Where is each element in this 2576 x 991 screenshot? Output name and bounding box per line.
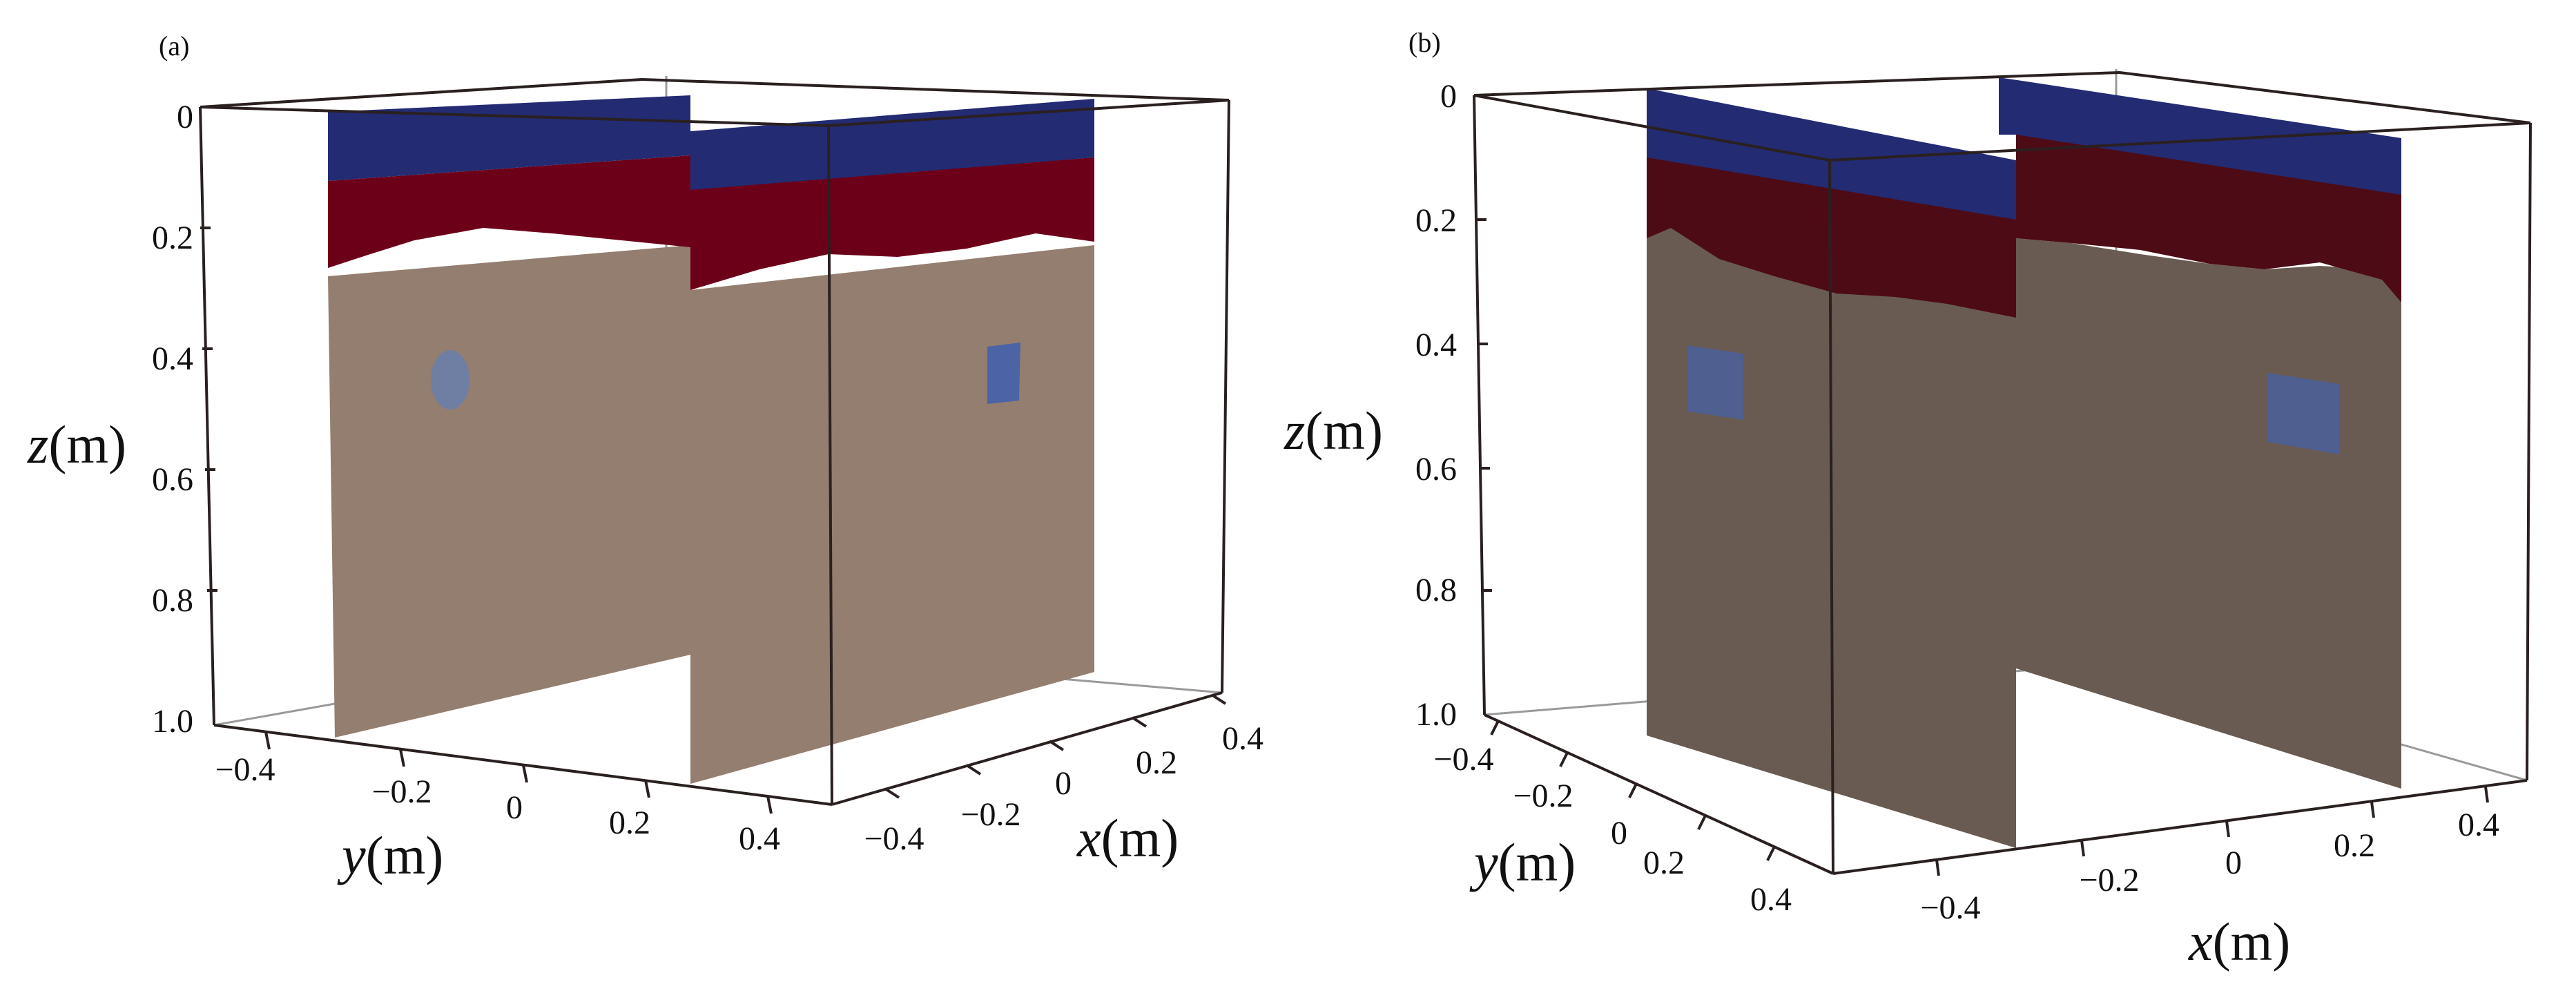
panel-b-y-axis: −0.4 −0.2 0 0.2 0.4 bbox=[1433, 720, 1792, 918]
panel-b-y-label: y(m) bbox=[1469, 832, 1576, 892]
x-tick-label: 0.4 bbox=[1222, 720, 1263, 757]
x-tick-label: −0.4 bbox=[1920, 889, 1980, 926]
z-tick-label: 0.2 bbox=[1415, 202, 1457, 239]
x-tick-label: −0.2 bbox=[2079, 862, 2139, 898]
z-tick-label: 0.4 bbox=[1415, 327, 1457, 363]
z-tick-label: 0 bbox=[1440, 78, 1457, 115]
x-tick-label: 0 bbox=[1055, 765, 1072, 802]
panel-a-x-label: x(m) bbox=[1076, 808, 1179, 868]
panel-a-front-frame bbox=[199, 77, 1230, 806]
y-tick-label: 0.4 bbox=[739, 820, 780, 857]
z-tick-label: 0.8 bbox=[152, 582, 193, 619]
panel-a-slice-left bbox=[328, 95, 690, 738]
wet-layer bbox=[690, 157, 1094, 290]
x-tick-label: −0.2 bbox=[960, 796, 1020, 833]
y-tick-label: 0 bbox=[506, 789, 523, 826]
panel-b: (b) bbox=[1284, 27, 2532, 972]
panel-a-slice-right bbox=[690, 99, 1094, 784]
x-tick-label: −0.4 bbox=[864, 820, 924, 857]
y-tick-label: −0.4 bbox=[1433, 741, 1493, 778]
panel-b-z-axis: 0 0.2 0.4 0.6 0.8 1.0 bbox=[1415, 78, 1492, 733]
soil-layer bbox=[328, 245, 690, 738]
panel-a-z-axis: 0 0.2 0.4 0.6 0.8 1.0 bbox=[152, 99, 217, 740]
x-tick-label: 0.4 bbox=[2458, 807, 2499, 843]
panel-a-x-axis: −0.4 −0.2 0 0.2 0.4 bbox=[864, 693, 1263, 857]
y-tick-label: −0.2 bbox=[371, 773, 432, 810]
z-tick-label: 0.2 bbox=[152, 220, 193, 256]
anomaly-circle bbox=[431, 350, 469, 410]
x-tick-label: 0.2 bbox=[1136, 744, 1177, 781]
water-layer bbox=[328, 95, 690, 181]
panel-b-x-axis: −0.4 −0.2 0 0.2 0.4 bbox=[1920, 786, 2499, 926]
y-tick-label: −0.2 bbox=[1513, 778, 1573, 814]
z-tick-label: 0.8 bbox=[1415, 572, 1457, 608]
anomaly-square bbox=[2268, 373, 2339, 454]
y-tick-label: 0.2 bbox=[609, 805, 650, 841]
x-tick-label: 0.2 bbox=[2334, 827, 2375, 864]
water-layer bbox=[1999, 77, 2401, 195]
z-tick-label: 0.4 bbox=[152, 340, 193, 377]
anomaly-square bbox=[987, 343, 1020, 404]
panel-a-y-axis: −0.4 −0.2 0 0.2 0.4 bbox=[215, 731, 780, 857]
panel-a: (a) bbox=[27, 30, 1263, 885]
z-tick-label: 1.0 bbox=[1415, 696, 1457, 733]
panel-a-label: (a) bbox=[159, 30, 189, 61]
x-tick-label: 0 bbox=[2225, 845, 2242, 881]
panel-b-z-label: z(m) bbox=[1284, 401, 1383, 461]
y-tick-label: 0 bbox=[1611, 815, 1627, 852]
y-tick-label: −0.4 bbox=[215, 751, 275, 788]
panel-b-front-frame bbox=[1473, 70, 2532, 875]
z-tick-label: 1.0 bbox=[152, 703, 193, 740]
water-layer bbox=[690, 99, 1094, 190]
z-tick-label: 0 bbox=[177, 99, 193, 135]
soil-layer bbox=[690, 245, 1094, 784]
panel-a-z-label: z(m) bbox=[27, 414, 126, 474]
panel-a-y-label: y(m) bbox=[337, 825, 443, 885]
anomaly-square bbox=[1687, 345, 1743, 420]
z-tick-label: 0.6 bbox=[1415, 451, 1457, 488]
y-tick-label: 0.4 bbox=[1750, 881, 1792, 918]
panel-b-x-label: x(m) bbox=[2188, 912, 2290, 972]
y-tick-label: 0.2 bbox=[1643, 845, 1685, 881]
z-tick-label: 0.6 bbox=[152, 461, 193, 498]
panel-b-label: (b) bbox=[1408, 27, 1441, 58]
wet-layer bbox=[2016, 131, 2401, 302]
wet-layer bbox=[328, 155, 690, 268]
water-layer bbox=[1647, 88, 2016, 220]
soil-layer bbox=[2016, 238, 2401, 789]
panel-b-slice-right bbox=[1999, 77, 2401, 789]
